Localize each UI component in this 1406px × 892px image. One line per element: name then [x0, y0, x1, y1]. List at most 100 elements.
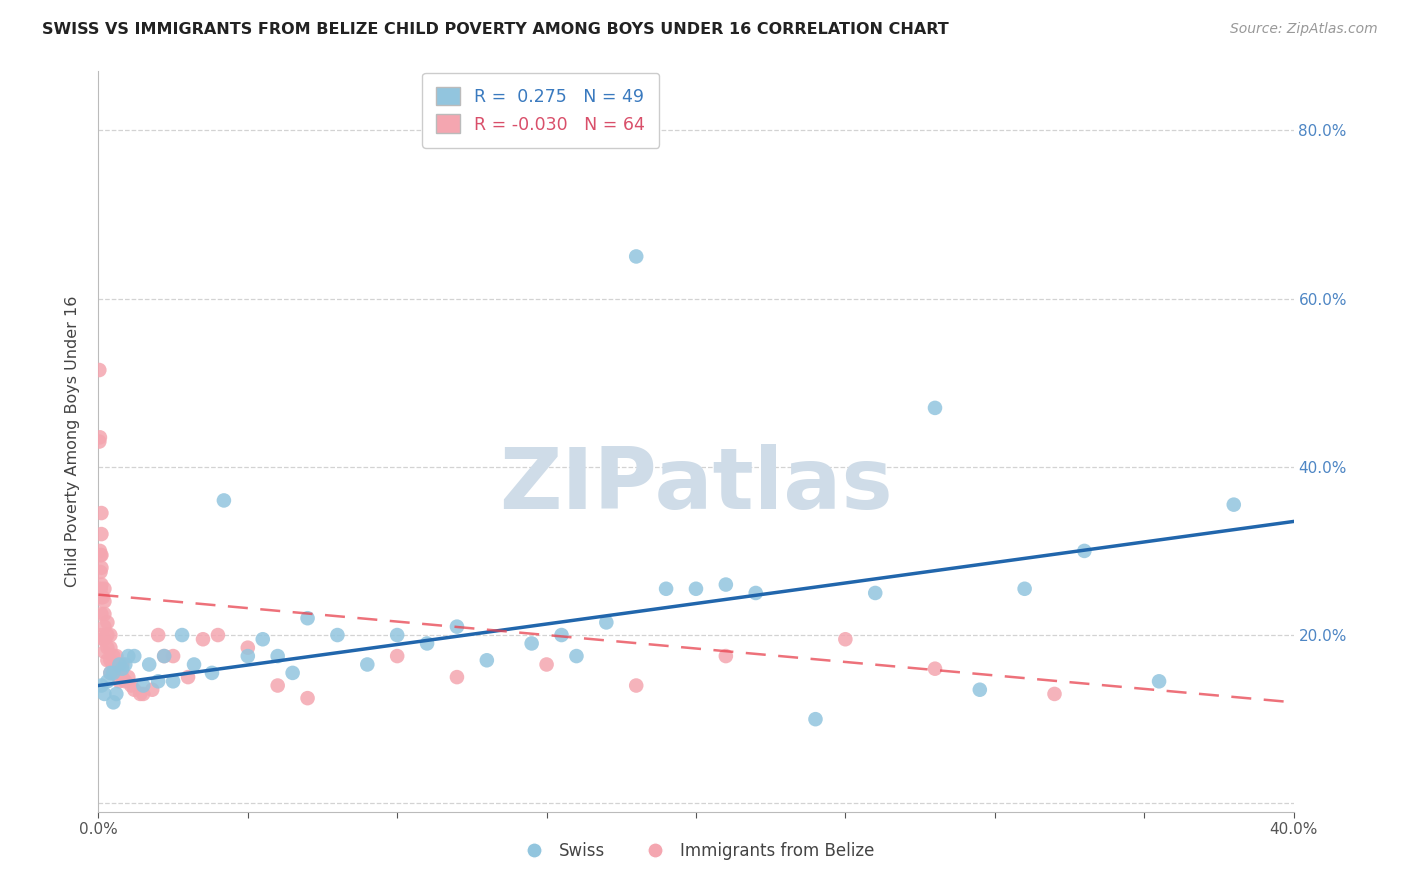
Point [236, 640, 259, 655]
Point [685, 582, 707, 596]
Point [326, 628, 349, 642]
Point [297, 611, 319, 625]
Point [103, 665, 125, 680]
Point [117, 670, 139, 684]
Point [90, 582, 112, 596]
Point [416, 636, 439, 650]
Point [89, 430, 111, 444]
Point [114, 657, 136, 672]
Text: SWISS VS IMMIGRANTS FROM BELIZE CHILD POVERTY AMONG BOYS UNDER 16 CORRELATION CH: SWISS VS IMMIGRANTS FROM BELIZE CHILD PO… [42, 22, 949, 37]
Point [212, 493, 235, 508]
Point [111, 670, 134, 684]
Point [162, 674, 184, 689]
Point [90, 548, 112, 562]
Point [267, 649, 290, 664]
Point [90, 590, 112, 604]
Text: Source: ZipAtlas.com: Source: ZipAtlas.com [1230, 22, 1378, 37]
Point [89, 565, 111, 579]
Point [89, 544, 111, 558]
Point [98, 628, 122, 642]
Point [93, 619, 115, 633]
Point [111, 657, 134, 672]
Point [236, 649, 259, 664]
Point [96, 674, 118, 689]
Point [91, 632, 114, 647]
Point [865, 586, 887, 600]
Point [1073, 544, 1095, 558]
Point [595, 615, 617, 630]
Point [1014, 582, 1036, 596]
Point [475, 653, 498, 667]
Point [565, 649, 588, 664]
Point [714, 577, 737, 591]
Point [201, 665, 224, 680]
Point [626, 250, 648, 264]
Point [141, 682, 163, 697]
Point [714, 649, 737, 664]
Point [129, 687, 152, 701]
Point [98, 640, 122, 655]
Point [520, 636, 543, 650]
Point [90, 527, 112, 541]
Legend: Swiss, Immigrants from Belize: Swiss, Immigrants from Belize [510, 835, 882, 866]
Point [183, 657, 205, 672]
Point [924, 401, 946, 415]
Point [138, 657, 160, 672]
Point [153, 649, 176, 664]
Point [90, 506, 112, 520]
Point [385, 628, 409, 642]
Point [105, 649, 128, 664]
Point [98, 665, 122, 680]
Point [103, 665, 125, 680]
Point [132, 687, 155, 701]
Point [385, 649, 409, 664]
Point [111, 662, 134, 676]
Point [446, 670, 468, 684]
Point [93, 632, 115, 647]
Point [1043, 687, 1066, 701]
Point [108, 674, 131, 689]
Point [96, 628, 118, 642]
Point [108, 665, 131, 680]
Point [297, 691, 319, 706]
Point [96, 640, 118, 655]
Point [103, 649, 125, 664]
Point [105, 687, 128, 701]
Point [969, 682, 991, 697]
Point [103, 695, 125, 709]
Point [108, 657, 131, 672]
Point [93, 607, 115, 621]
Point [536, 657, 558, 672]
Point [177, 670, 200, 684]
Point [148, 628, 170, 642]
Point [89, 434, 111, 449]
Point [93, 594, 115, 608]
Point [207, 628, 229, 642]
Point [93, 582, 115, 596]
Point [132, 679, 155, 693]
Point [117, 649, 139, 664]
Point [153, 649, 176, 664]
Point [924, 662, 946, 676]
Point [90, 560, 112, 574]
Point [90, 607, 112, 621]
Point [626, 679, 648, 693]
Y-axis label: Child Poverty Among Boys Under 16: Child Poverty Among Boys Under 16 [65, 296, 80, 587]
Point [148, 674, 170, 689]
Point [550, 628, 572, 642]
Point [98, 665, 122, 680]
Point [93, 645, 115, 659]
Point [252, 632, 274, 647]
Point [124, 682, 146, 697]
Point [91, 590, 114, 604]
Point [191, 632, 214, 647]
Point [90, 628, 112, 642]
Point [114, 674, 136, 689]
Point [1223, 498, 1246, 512]
Point [281, 665, 304, 680]
Point [96, 615, 118, 630]
Point [105, 657, 128, 672]
Point [655, 582, 678, 596]
Point [120, 679, 142, 693]
Point [93, 687, 115, 701]
